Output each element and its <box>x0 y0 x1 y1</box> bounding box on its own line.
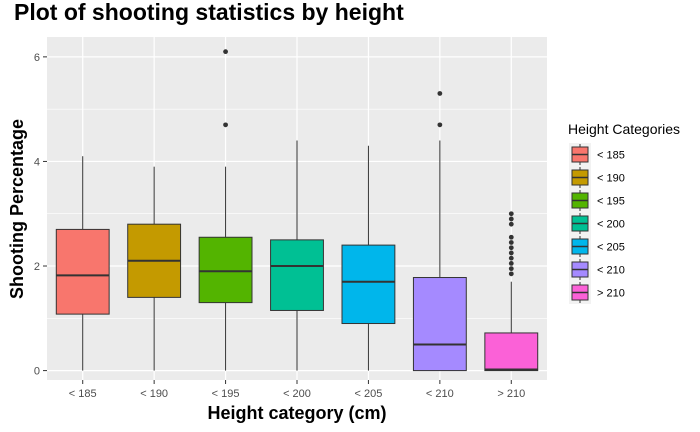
x-tick-label: < 185 <box>69 388 97 400</box>
box-rect <box>270 239 324 311</box>
box-rect <box>341 244 396 325</box>
chart-title: Plot of shooting statistics by height <box>14 0 404 25</box>
y-axis-ticks: 0 2 4 6 <box>34 52 47 378</box>
box-series <box>55 49 539 372</box>
box-rect <box>198 236 253 304</box>
x-axis-ticks: < 185 < 190 < 195 < 200 < 205 < 210 > 210 <box>69 380 525 400</box>
outlier-point <box>508 211 514 217</box>
outlier-point <box>437 91 443 96</box>
y-tick-label: 2 <box>34 261 40 273</box>
outlier-point <box>508 234 514 240</box>
legend-label: < 200 <box>597 219 625 231</box>
outlier-point <box>508 266 514 272</box>
box-group <box>484 211 539 372</box>
outlier-point <box>223 122 228 128</box>
legend-item: < 195 <box>569 189 625 212</box>
legend-item: > 210 <box>569 281 625 304</box>
legend: Height Categories < 185 < 190 < 195 < 200 < … <box>568 121 680 304</box>
legend-label: < 210 <box>597 265 625 277</box>
box-rect <box>55 228 110 315</box>
y-tick-label: 4 <box>34 156 40 168</box>
box-group <box>270 140 324 371</box>
x-tick-label: < 205 <box>355 388 383 400</box>
y-tick-label: 6 <box>34 52 40 64</box>
box-group <box>127 166 182 371</box>
legend-item: < 200 <box>569 212 625 235</box>
legend-item: < 190 <box>569 166 625 189</box>
legend-title: Height Categories <box>568 121 680 137</box>
legend-label: < 205 <box>597 242 625 254</box>
box-rect <box>412 277 467 372</box>
outlier-point <box>508 255 514 261</box>
legend-item: < 210 <box>569 258 625 281</box>
x-tick-label: > 210 <box>497 388 525 400</box>
box-rect <box>484 332 539 372</box>
outlier-point <box>508 240 514 245</box>
y-tick-label: 0 <box>34 366 40 378</box>
legend-item: < 205 <box>569 235 625 258</box>
outlier-point <box>437 122 443 128</box>
x-tick-label: < 210 <box>426 388 454 400</box>
legend-label: < 190 <box>597 173 625 185</box>
legend-label: < 195 <box>597 196 625 208</box>
box-group <box>341 145 396 371</box>
y-axis-label: Shooting Percentage <box>7 119 27 299</box>
x-axis-label: Height category (cm) <box>207 403 386 423</box>
x-tick-label: < 195 <box>212 388 240 400</box>
outlier-point <box>508 245 514 251</box>
x-tick-label: < 200 <box>283 388 311 400</box>
box-group <box>55 156 110 371</box>
box-group <box>412 91 467 372</box>
box-group <box>198 49 253 371</box>
outlier-point <box>508 221 514 227</box>
outlier-point <box>508 250 514 256</box>
outlier-point <box>508 271 514 277</box>
legend-label: < 185 <box>597 150 625 162</box>
outlier-point <box>223 49 228 55</box>
x-tick-label: < 190 <box>140 388 168 400</box>
legend-item: < 185 <box>569 143 625 166</box>
legend-label: > 210 <box>597 288 625 300</box>
outlier-point <box>508 261 514 266</box>
outlier-point <box>508 216 514 222</box>
